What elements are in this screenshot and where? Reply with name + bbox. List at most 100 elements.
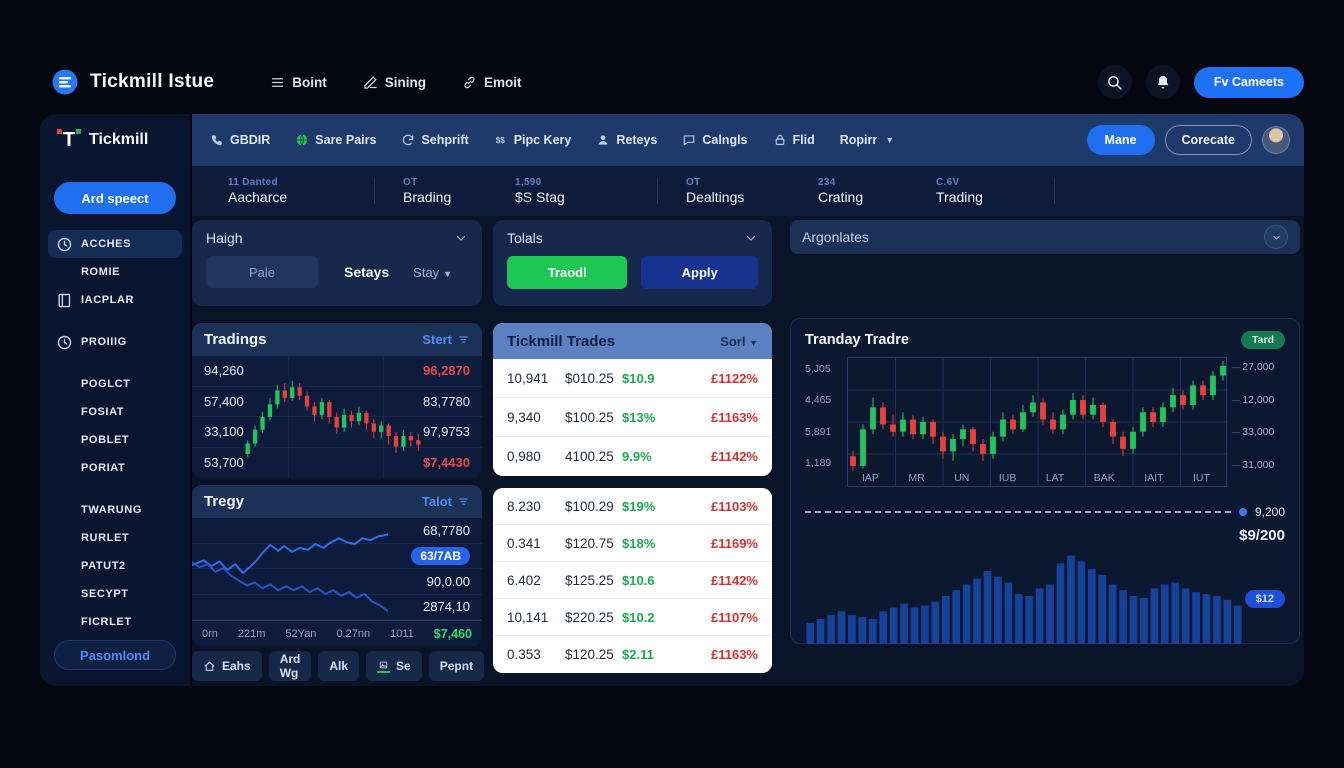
volume-chart-wrap: $12 (805, 548, 1285, 644)
sidebar-item-proiiig[interactable]: PROIIIG (40, 328, 190, 356)
bell-icon (1155, 74, 1171, 90)
sidebar-item-romie[interactable]: ROMIE (40, 258, 190, 286)
avatar[interactable] (1262, 126, 1290, 154)
trades-table-2: 8.230 $100.29 $19% £1103% 0.341 $120.75 … (493, 488, 772, 673)
trade-row[interactable]: 8.230 $100.29 $19% £1103% (493, 488, 772, 525)
nav-item-label: Calngls (702, 133, 748, 147)
tregy-x-tick: 0.27nn (336, 627, 371, 640)
nav-item-reteys[interactable]: Reteys (596, 133, 657, 147)
footer-button-pepnt[interactable]: Pepnt (428, 651, 485, 681)
sort-dropdown[interactable]: Sorl ▼ (720, 334, 758, 349)
clock-icon (56, 236, 73, 253)
footer-button-label: Alk (329, 659, 349, 673)
tranday-candlestick-chart (848, 358, 1228, 486)
sidebar-item-rurlet[interactable]: RURLET (40, 524, 190, 552)
tradings-sort-action[interactable]: Stert (422, 332, 470, 347)
chevron-down-icon[interactable] (744, 231, 758, 245)
nav-item-flid[interactable]: Flid (773, 133, 815, 147)
trades-table-title: Tickmill Trades (507, 332, 616, 350)
chevron-down-icon[interactable] (454, 231, 468, 245)
trade-row[interactable]: 6.402 $125.25 $10.6 £1142% (493, 562, 772, 599)
nav-item-label: Pipc Kery (513, 133, 572, 147)
y-tick-left: 1,189 (805, 456, 832, 469)
footer-button-ard-wg[interactable]: Ard Wg (268, 651, 312, 681)
trade-row[interactable]: 0.353 $120.25 $2.11 £1163% (493, 636, 772, 673)
add-speect-button[interactable]: Ard speect (54, 182, 176, 214)
sidebar-item-label: FICRLET (81, 616, 132, 628)
sidebar-item-iacplar[interactable]: IACPLAR (40, 286, 190, 314)
topbar-nav-label: Sining (384, 74, 426, 90)
footer-button-alk[interactable]: Alk (318, 651, 360, 681)
notifications-button[interactable] (1145, 65, 1180, 99)
sidebar-item-acches[interactable]: ACCHES (48, 230, 182, 258)
nav-item-sehprift[interactable]: Sehprift (401, 133, 469, 147)
filter-icon (457, 333, 470, 346)
trade-price: $100.29 (565, 498, 614, 514)
trade-row[interactable]: 0,980 4100.25 9.9% £1142% (493, 437, 772, 476)
nav-item-label: Flid (792, 133, 815, 147)
nav-item-pipc-kery[interactable]: $$ Pipc Kery (494, 133, 572, 147)
trade-change-red: £1163% (711, 409, 758, 425)
trade-row[interactable]: 10,941 $010.25 $10.9 £1122% (493, 359, 772, 398)
nav-item-calngls[interactable]: Calngls (682, 133, 748, 147)
tradings-panel: Tradings Stert 94,260 96,2870 57,400 83,… (192, 323, 482, 478)
search-icon (1106, 74, 1123, 91)
pasomlond-button[interactable]: Pasomlond (54, 640, 176, 670)
tranday-card: Tranday Tradre Tard 5,J05 4,465 5,891 1,189… (790, 318, 1300, 644)
sidebar-item-fosiat[interactable]: FOSIAT (40, 398, 190, 426)
sidebar-item-twarung[interactable]: TWARUNG (40, 496, 190, 524)
caret-down-icon: ▼ (749, 337, 758, 348)
sidebar-item-label: RURLET (81, 532, 130, 544)
topbar-nav-label: Boint (292, 74, 327, 90)
sidebar-item-ficrlet[interactable]: FICRLET (40, 608, 190, 636)
trade-row[interactable]: 0.341 $120.75 $18% £1169% (493, 525, 772, 562)
trade-row[interactable]: 10,141 $220.25 $10.2 £1107% (493, 599, 772, 636)
trade-price: $125.25 (565, 572, 614, 588)
sidebar-item-secypt[interactable]: SECYPT (40, 580, 190, 608)
sidebar-item-patut2[interactable]: PATUT2 (40, 552, 190, 580)
cta-button[interactable]: Fv Cameets (1193, 66, 1304, 98)
nav-item-sare-pairs[interactable]: Sare Pairs (295, 133, 376, 147)
brand: Tickmill Istue (50, 67, 214, 97)
trade-change-green: $2.11 (622, 647, 654, 662)
tregy-panel: Tregy Talot 68,7780 63/7AB 90,0.00 2874,… (192, 485, 482, 646)
corecate-button[interactable]: Corecate (1164, 125, 1252, 155)
navbar: GBDIR Sare Pairs Sehprift $$ Pipc Kery R… (192, 114, 1304, 166)
nav-item-ropirr[interactable]: Ropirr ▼ (840, 133, 894, 147)
stay-dropdown[interactable]: Stay ▼ (413, 265, 452, 280)
tregy-sort-action[interactable]: Talot (422, 494, 470, 509)
sidebar-item-poglct[interactable]: POGLCT (40, 370, 190, 398)
topbar-nav-sining[interactable]: Sining (363, 75, 426, 90)
tradings-left-value: 53,700 (204, 455, 244, 471)
trade-row[interactable]: 9,340 $100.25 $13% £1163% (493, 398, 772, 437)
apply-button[interactable]: Apply (641, 256, 758, 289)
footer-button-eahs[interactable]: Eahs (192, 651, 262, 681)
x-tick: LAT (1045, 472, 1065, 484)
brand-name: Tickmill Istue (90, 71, 215, 92)
collapse-button[interactable] (1264, 225, 1288, 249)
footer-button-se[interactable]: Se (366, 651, 422, 681)
nav-item-gbdir[interactable]: GBDIR (210, 133, 270, 147)
link-icon (462, 75, 477, 90)
sidebar-item-poriat[interactable]: PORIAT (40, 454, 190, 482)
sidebar-item-label: POGLCT (81, 378, 131, 390)
setays-button[interactable]: Setays (344, 264, 390, 280)
sidebar-item-poblet[interactable]: POBLET (40, 426, 190, 454)
pale-button[interactable]: Pale (206, 256, 318, 288)
tickmill-logo-icon: T (57, 129, 81, 151)
pen-icon (363, 75, 378, 90)
mane-button[interactable]: Mane (1086, 125, 1155, 155)
topbar-nav-boint[interactable]: Boint (270, 75, 327, 90)
trades-rows-2: 8.230 $100.29 $19% £1103% 0.341 $120.75 … (493, 488, 772, 673)
home-icon (203, 660, 216, 673)
traodl-button[interactable]: Traodl (507, 256, 628, 289)
trade-change-green: $10.2 (622, 609, 655, 625)
search-button[interactable] (1097, 65, 1132, 99)
trade-qty: 9,340 (507, 409, 541, 425)
topbar-nav-emoit[interactable]: Emoit (462, 75, 522, 90)
x-tick: IAIT (1144, 472, 1164, 484)
tregy-row: 90,0.00 (192, 569, 482, 595)
tard-badge[interactable]: Tard (1241, 331, 1285, 349)
tradings-right-value: 83,7780 (423, 393, 470, 409)
y-tick-right: 27,000 (1227, 361, 1285, 373)
